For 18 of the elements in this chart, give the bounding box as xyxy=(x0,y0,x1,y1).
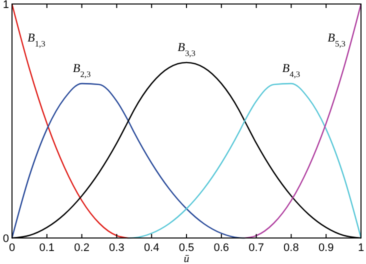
x-tick-label: 0.2 xyxy=(74,242,90,254)
x-tick-label: 0.4 xyxy=(144,242,160,254)
x-tick-label: 0.3 xyxy=(109,242,124,254)
x-tick-label: 0.5 xyxy=(178,242,194,254)
annotation: B$_{2,3}$ xyxy=(72,60,91,78)
x-tick-label: 0.7 xyxy=(248,242,264,254)
x-tick-label: 0.8 xyxy=(284,242,299,254)
annotation: B$_{1,3}$ xyxy=(28,30,46,48)
x-tick-label: 1 xyxy=(358,242,364,254)
annotation: B$_{3,3}$ xyxy=(178,40,196,58)
x-axis-title: ū xyxy=(184,253,190,264)
x-tick-label: 0.1 xyxy=(39,242,55,254)
line-series xyxy=(11,3,129,239)
x-tick-label: 0.9 xyxy=(318,242,334,254)
annotation: B$_{4,3}$ xyxy=(282,60,300,78)
annotation: B$_{5,3}$ xyxy=(328,30,346,48)
x-tick-label: 0.6 xyxy=(214,242,230,254)
line-series xyxy=(244,3,362,239)
